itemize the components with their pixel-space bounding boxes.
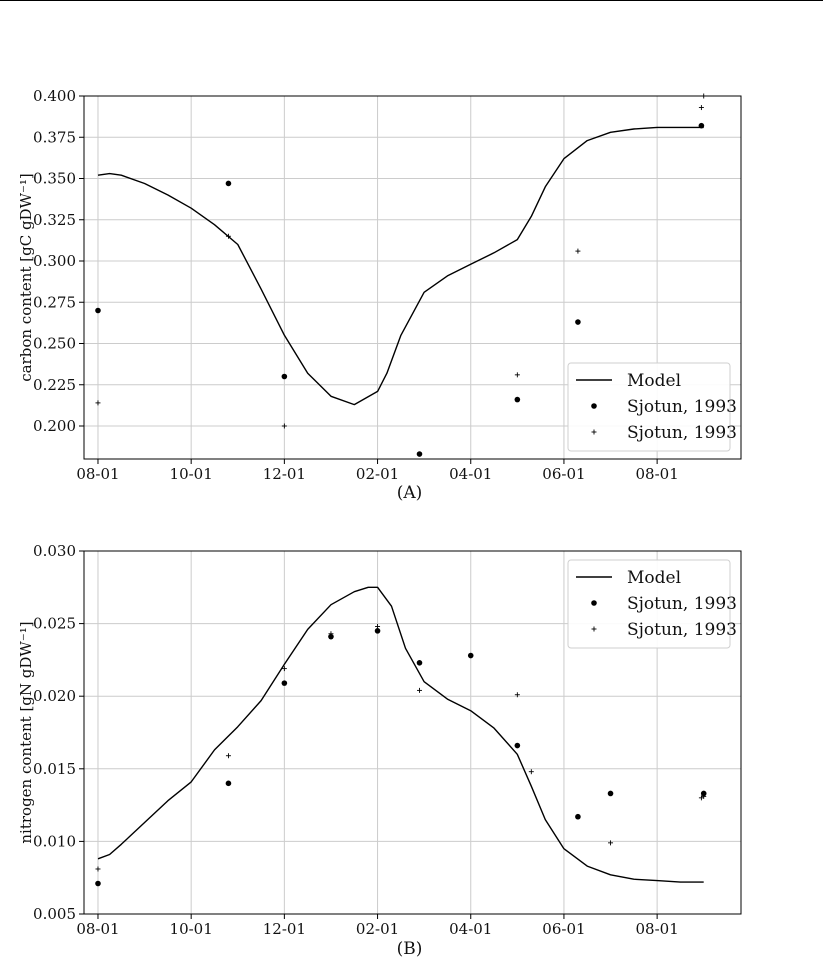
y-tick-label: 0.250 bbox=[33, 335, 76, 353]
observation-plus bbox=[698, 105, 704, 111]
y-tick-label: 0.015 bbox=[33, 760, 76, 778]
plot-frame bbox=[83, 95, 742, 460]
top-rule bbox=[0, 0, 823, 1]
legend-label: Model bbox=[627, 371, 681, 391]
observation-dot bbox=[374, 628, 381, 634]
legend-plus-swatch bbox=[591, 626, 597, 632]
observation-dot bbox=[700, 790, 707, 797]
y-tick-label: 0.325 bbox=[33, 211, 76, 229]
observation-dot bbox=[514, 396, 521, 403]
observation-plus bbox=[225, 753, 231, 759]
observation-dot bbox=[575, 319, 581, 325]
observation-plus bbox=[701, 93, 707, 99]
observation-dot bbox=[575, 813, 581, 820]
y-tick-label: 0.025 bbox=[33, 615, 76, 633]
observation-dot bbox=[95, 880, 101, 887]
observation-plus bbox=[575, 248, 581, 254]
observation-dot bbox=[95, 307, 101, 314]
model-line bbox=[97, 126, 704, 406]
x-tick-label: 04-01 bbox=[449, 465, 492, 483]
observation-plus bbox=[514, 372, 520, 378]
observation-plus bbox=[328, 631, 334, 637]
y-tick-label: 0.225 bbox=[33, 376, 76, 394]
y-tick-label: 0.020 bbox=[33, 687, 76, 705]
observation-plus bbox=[281, 666, 287, 672]
legend: Model Sjotun, 1993 Sjotun, 1993 bbox=[567, 559, 737, 649]
y-tick-label: 0.005 bbox=[33, 905, 76, 923]
x-tick-label: 08-01 bbox=[636, 920, 679, 938]
observation-plus bbox=[225, 233, 231, 239]
observation-dot bbox=[698, 122, 705, 129]
legend-label: Model bbox=[627, 568, 681, 588]
chart-panel-a: 08-01 10-01 12-01 02-01 04-01 06-01 08-01 0.200… bbox=[17, 87, 742, 503]
legend-label: Sjotun, 1993 bbox=[627, 594, 737, 614]
observation-plus bbox=[95, 866, 101, 872]
legend-dot-swatch bbox=[591, 600, 597, 606]
x-tick-label: 04-01 bbox=[449, 920, 492, 938]
legend-plus-swatch bbox=[591, 429, 597, 435]
observation-dot bbox=[416, 451, 423, 457]
legend-box bbox=[567, 559, 731, 649]
x-tick-label: 06-01 bbox=[542, 920, 585, 938]
observation-dot bbox=[328, 633, 334, 640]
x-tick-label: 10-01 bbox=[170, 465, 213, 483]
observation-dot bbox=[416, 660, 423, 666]
x-tick-label: 08-01 bbox=[636, 465, 679, 483]
observation-plus bbox=[375, 624, 381, 630]
legend-dot-swatch bbox=[591, 403, 597, 409]
plot-frame bbox=[83, 550, 742, 915]
x-tick-label: 08-01 bbox=[76, 465, 119, 483]
legend-label: Sjotun, 1993 bbox=[627, 423, 737, 443]
y-tick-label: 0.375 bbox=[33, 128, 76, 146]
x-tick-label: 06-01 bbox=[542, 465, 585, 483]
observation-plus bbox=[95, 400, 101, 406]
observation-dot bbox=[225, 780, 232, 787]
x-tick-label: 12-01 bbox=[263, 465, 306, 483]
series-layer bbox=[95, 586, 707, 887]
observation-plus bbox=[528, 769, 534, 775]
legend-label: Sjotun, 1993 bbox=[627, 620, 737, 640]
y-tick-label: 0.010 bbox=[33, 832, 76, 850]
x-tick-label: 02-01 bbox=[356, 465, 399, 483]
legend-box bbox=[567, 362, 731, 452]
x-tick-label: 08-01 bbox=[76, 920, 119, 938]
panel-caption: (B) bbox=[397, 939, 423, 959]
legend-label: Sjotun, 1993 bbox=[627, 397, 737, 417]
panel-caption: (A) bbox=[397, 483, 423, 503]
y-tick-label: 0.200 bbox=[33, 417, 76, 435]
observation-plus bbox=[281, 423, 287, 429]
observation-dot bbox=[514, 742, 521, 749]
observation-dot bbox=[225, 180, 232, 187]
series-layer bbox=[95, 93, 707, 457]
y-tick-label: 0.350 bbox=[33, 170, 76, 188]
observation-dot bbox=[281, 373, 288, 380]
x-tick-label: 02-01 bbox=[356, 920, 399, 938]
x-tick-label: 10-01 bbox=[170, 920, 213, 938]
y-tick-label: 0.275 bbox=[33, 293, 76, 311]
chart-panel-b: 08-01 10-01 12-01 02-01 04-01 06-01 08-010.005… bbox=[17, 542, 742, 959]
observation-plus bbox=[701, 793, 707, 799]
model-line bbox=[97, 586, 704, 883]
y-tick-label: 0.400 bbox=[33, 87, 76, 105]
legend: Model Sjotun, 1993 Sjotun, 1993 bbox=[567, 362, 737, 452]
observation-plus bbox=[416, 687, 422, 693]
observation-dot bbox=[281, 680, 288, 686]
y-axis-label: carbon content [gC gDW⁻¹] bbox=[17, 173, 35, 382]
observation-dot bbox=[607, 790, 614, 797]
observation-plus bbox=[608, 840, 614, 846]
observation-dot bbox=[467, 652, 474, 659]
x-tick-label: 12-01 bbox=[263, 920, 306, 938]
observation-plus bbox=[514, 692, 520, 698]
y-axis-label: nitrogen content [gN gDW⁻¹] bbox=[17, 621, 35, 843]
y-tick-label: 0.030 bbox=[33, 542, 76, 560]
y-tick-label: 0.300 bbox=[33, 252, 76, 270]
